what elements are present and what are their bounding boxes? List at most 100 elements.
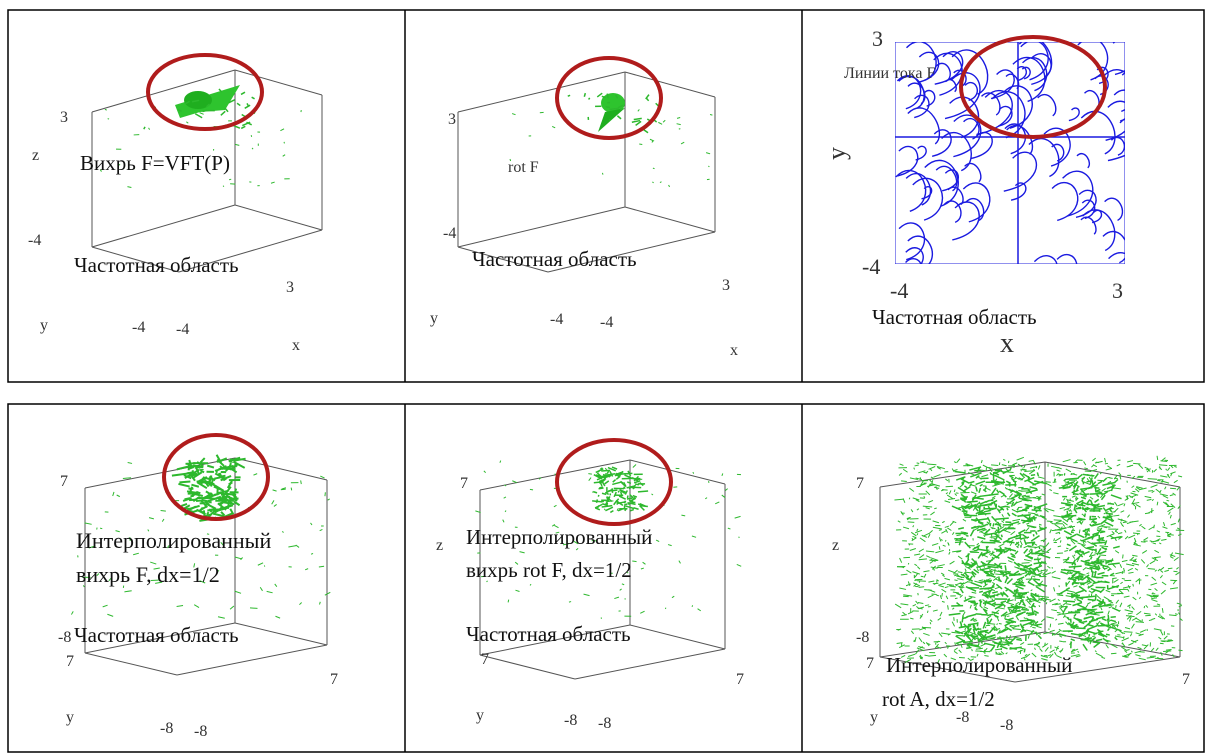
- vector-arrow: [1034, 550, 1040, 554]
- vector-arrow: [944, 539, 947, 542]
- vector-arrow: [1090, 468, 1098, 472]
- vector-arrow: [981, 469, 987, 472]
- tick-label: -4: [443, 225, 456, 242]
- vector-arrow: [991, 527, 996, 530]
- vector-arrow: [606, 500, 614, 503]
- axis-label: y: [40, 317, 48, 334]
- vector-arrow: [216, 496, 227, 500]
- stream-line: [1124, 55, 1125, 57]
- stream-line: [1006, 124, 1034, 155]
- vector-arrow: [934, 507, 937, 510]
- vector-arrow: [504, 510, 507, 513]
- vector-arrow: [969, 529, 975, 537]
- vector-arrow: [617, 500, 627, 505]
- vector-arrow: [1080, 559, 1090, 565]
- vortex-blob: [598, 108, 625, 132]
- vector-arrow: [633, 479, 641, 484]
- stream-line: [1108, 252, 1125, 260]
- vector-arrow: [1027, 512, 1036, 515]
- vector-arrow: [1103, 596, 1110, 601]
- caption: Интерполированный: [886, 653, 1072, 677]
- vector-arrow: [932, 609, 938, 612]
- vector-arrow: [973, 602, 979, 607]
- vector-arrow: [992, 483, 1001, 487]
- vector-arrow: [1144, 495, 1152, 499]
- vector-arrow: [1077, 473, 1083, 479]
- vector-arrow: [946, 494, 954, 500]
- vector-arrow: [515, 589, 520, 592]
- vector-arrow: [993, 594, 999, 597]
- vector-arrow: [188, 505, 197, 512]
- vector-arrow: [251, 147, 254, 150]
- vector-arrow: [948, 490, 952, 495]
- vector-arrow: [997, 521, 1002, 528]
- vector-arrow: [599, 486, 604, 489]
- vector-arrow: [1008, 608, 1012, 614]
- vector-arrow: [955, 635, 965, 642]
- vector-arrow: [950, 657, 956, 661]
- vector-arrow: [627, 501, 634, 505]
- vector-arrow: [607, 466, 617, 472]
- vector-arrow: [1054, 524, 1061, 529]
- vector-arrow: [595, 507, 601, 511]
- vector-arrow: [894, 498, 904, 501]
- vector-arrow: [249, 607, 258, 609]
- vector-arrow: [973, 568, 980, 574]
- vector-arrow: [991, 515, 998, 523]
- vector-arrow: [1127, 567, 1133, 572]
- vector-arrow: [937, 617, 942, 621]
- vector-arrow: [1049, 653, 1054, 659]
- vector-arrow: [1174, 613, 1178, 615]
- vector-arrow: [945, 478, 949, 482]
- vector-arrow: [1049, 529, 1052, 534]
- vector-arrow: [234, 461, 246, 469]
- vector-arrow: [995, 573, 1004, 576]
- cube-edge: [547, 231, 716, 273]
- axis-label: x: [292, 337, 300, 354]
- vector-arrow: [1008, 635, 1012, 639]
- vector-arrow: [273, 504, 277, 507]
- vector-arrow: [918, 645, 925, 649]
- vector-arrow: [1083, 508, 1088, 513]
- vector-arrow: [199, 469, 205, 474]
- vector-arrow: [979, 483, 983, 487]
- cube-edge: [457, 206, 626, 248]
- vector-arrow: [1018, 477, 1024, 481]
- vector-arrow: [1070, 520, 1074, 523]
- vector-arrow: [1041, 597, 1052, 601]
- vector-arrow: [1104, 462, 1109, 465]
- axis-label: z: [832, 537, 839, 554]
- vector-arrow: [977, 551, 983, 559]
- vector-arrow: [1140, 559, 1146, 564]
- vector-arrow: [1154, 549, 1160, 554]
- vector-arrow: [705, 152, 711, 155]
- vector-arrow: [1016, 456, 1025, 461]
- vector-arrow: [592, 490, 598, 494]
- vector-arrow: [1122, 554, 1124, 559]
- vector-arrow: [1108, 513, 1114, 521]
- vector-arrow: [948, 585, 957, 588]
- vector-arrow: [1138, 463, 1144, 469]
- vector-arrow: [949, 521, 955, 527]
- vector-arrow: [992, 590, 998, 594]
- vector-arrow: [985, 637, 995, 640]
- vector-arrow: [1014, 550, 1019, 555]
- vector-arrow: [984, 600, 988, 606]
- cube-edge: [624, 71, 716, 98]
- vector-arrow: [1163, 650, 1172, 653]
- vector-arrow: [1133, 462, 1141, 465]
- stream-line: [1102, 69, 1125, 113]
- vector-arrow: [995, 653, 1001, 656]
- vector-arrow: [1062, 600, 1075, 603]
- vector-arrow: [1035, 644, 1041, 648]
- vector-arrow: [897, 520, 901, 523]
- cube-edge: [176, 644, 328, 676]
- vector-arrow: [1092, 589, 1096, 593]
- vector-arrow: [995, 651, 998, 655]
- vector-arrow: [1131, 485, 1135, 489]
- vector-arrow: [1148, 526, 1155, 531]
- vector-arrow: [1096, 493, 1100, 498]
- vector-arrow: [914, 573, 918, 578]
- stream-line: [1091, 209, 1103, 224]
- vector-arrow: [631, 119, 641, 123]
